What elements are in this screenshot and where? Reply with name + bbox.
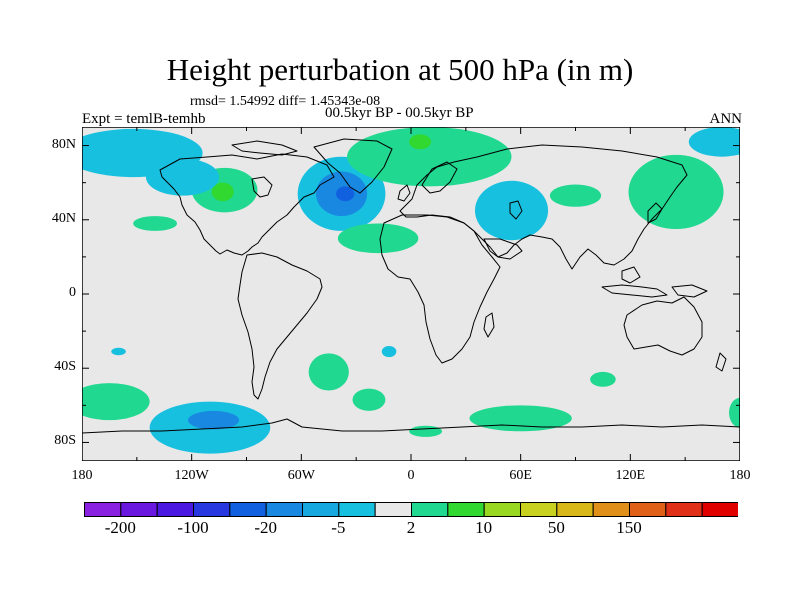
colorbar-label: 2 (406, 518, 416, 537)
lat-label: 40N (51, 210, 76, 226)
lon-label: 0 (407, 468, 415, 483)
lat-label: 0 (69, 285, 76, 300)
colorbar-label: -20 (254, 518, 277, 537)
contour-southern-ocean-high-west (409, 425, 443, 437)
new-zealand-coast (715, 352, 727, 372)
lat-label: 80N (51, 136, 76, 152)
arabia-coast (483, 238, 523, 260)
contour-arctic-europe-high (347, 127, 512, 187)
australia-coast (623, 296, 703, 356)
colorbar-swatch (592, 502, 630, 517)
world-map (82, 127, 740, 461)
antarctica-coast (82, 418, 740, 434)
lon-label: 120W (174, 468, 209, 483)
colorbar (84, 502, 738, 517)
contour-regions (82, 127, 740, 454)
lon-label: 60W (287, 468, 315, 483)
contour-east-asia-high (628, 154, 724, 230)
colorbar-swatch (629, 502, 667, 517)
contour-north-america-high-core (211, 182, 234, 202)
colorbar-swatch (265, 502, 304, 517)
north-america-coast (159, 153, 335, 256)
colorbar-swatch (483, 502, 521, 517)
contour-indian-ocean-high (590, 371, 616, 387)
contour-subtropical-pacific-high (133, 216, 178, 231)
contour-subtropical-atlantic-high (337, 223, 419, 254)
greenland-coast (313, 138, 393, 194)
new-guinea-coast (671, 284, 708, 298)
lon-label: 180 (729, 468, 751, 483)
colorbar-swatch (120, 502, 158, 517)
scandinavia-coast (421, 161, 458, 194)
lat-label: 80S (54, 433, 76, 449)
contour-southern-ocean-high (469, 405, 572, 432)
colorbar-label: 50 (547, 518, 565, 537)
colorbar-label: 150 (616, 518, 642, 537)
colorbar-swatch (229, 502, 267, 517)
colorbar-swatch (302, 502, 340, 517)
colorbar-swatch (84, 502, 122, 517)
lon-label: 120E (615, 468, 646, 483)
contour-south-atlantic-low-small (381, 345, 397, 358)
madagascar-coast (483, 312, 495, 338)
colorbar-swatch (701, 502, 738, 517)
colorbar-swatch (193, 502, 231, 517)
contour-north-atlantic-low-center (336, 186, 355, 202)
borneo-coast (621, 266, 641, 284)
lon-label: 60E (509, 468, 532, 483)
experiment-label: Expt = temlB-temhb (82, 111, 206, 127)
latitude-ticks (82, 145, 740, 443)
longitude-ticks (82, 127, 740, 461)
british-isles-coast (397, 184, 411, 202)
coastlines (82, 138, 740, 434)
japan-coast (647, 202, 663, 224)
stats-label: rmsd= 1.54992 diff= 1.45343e-08 (190, 94, 381, 109)
colorbar-swatch (665, 502, 703, 517)
contour-south-atlantic-high (308, 353, 349, 391)
colorbar-label: 10 (475, 518, 493, 537)
colorbar-swatch (520, 502, 558, 517)
colorbar-swatch (447, 502, 485, 517)
period-label: 00.5kyr BP - 00.5kyr BP (325, 105, 474, 121)
contour-south-pacific-low-east (111, 347, 126, 356)
contour-south-atlantic-high-east (352, 388, 386, 411)
colorbar-label: -200 (104, 518, 136, 537)
contour-north-pacific-east-low (688, 127, 740, 157)
caspian-sea-coast (509, 200, 523, 220)
contour-siberia-high (549, 184, 602, 207)
contour-central-asia-low (474, 180, 549, 241)
colorbar-swatch (411, 502, 449, 517)
contour-arctic-europe-high-core (409, 134, 432, 150)
contour-south-pacific-west-high (82, 383, 150, 421)
colorbar-label: -100 (177, 518, 209, 537)
map-title: Height perturbation at 500 hPa (in m) (166, 52, 634, 87)
south-america-coast (237, 252, 323, 400)
colorbar-label: -5 (331, 518, 346, 537)
contour-canada-low (145, 158, 220, 196)
arctic-islands-coast (231, 140, 298, 156)
colorbar-swatch (338, 502, 376, 517)
lat-label: 40S (54, 359, 76, 375)
hudson-bay-coast (251, 176, 273, 198)
colorbar-swatch (156, 502, 194, 517)
colorbar-swatch (374, 502, 412, 517)
colorbar-swatch (556, 502, 594, 517)
lon-label: 180 (71, 468, 93, 483)
indonesia-coast (601, 284, 668, 298)
contour-south-pacific-low-core (188, 410, 240, 430)
season-label: ANN (709, 111, 743, 127)
